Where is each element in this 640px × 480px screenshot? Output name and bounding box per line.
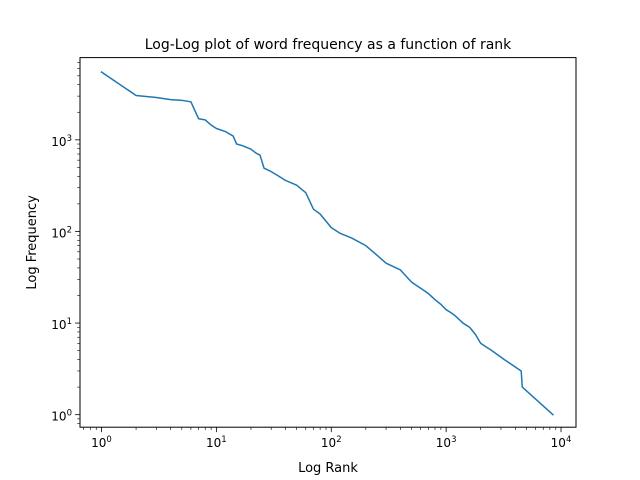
plot-frame <box>79 57 577 428</box>
y-tick-label-exponent: 1 <box>67 317 72 327</box>
chart-title: Log-Log plot of word frequency as a func… <box>145 37 512 53</box>
y-tick-label-base: 10 <box>51 226 66 240</box>
y-tick-label-exponent: 3 <box>67 134 72 144</box>
x-tick-label-base: 10 <box>91 436 106 450</box>
x-tick-label: 103 <box>436 435 457 450</box>
x-tick-label: 104 <box>551 435 572 450</box>
y-tick-label-base: 10 <box>51 135 66 149</box>
series-line <box>100 70 554 416</box>
y-tick-label: 102 <box>51 225 72 240</box>
x-tick-label-base: 10 <box>206 436 221 450</box>
x-tick-label: 101 <box>206 435 227 450</box>
y-tick-label-exponent: 0 <box>67 409 72 419</box>
y-tick-label-base: 10 <box>51 410 66 424</box>
x-tick-label-exponent: 3 <box>451 435 456 445</box>
x-tick-label: 102 <box>321 435 342 450</box>
x-tick-label: 100 <box>91 435 112 450</box>
y-axis-label: Log Frequency <box>25 195 40 290</box>
x-tick-label-exponent: 4 <box>566 435 571 445</box>
y-tick-label: 103 <box>51 134 72 149</box>
y-tick-label-exponent: 2 <box>67 225 72 235</box>
y-tick-label: 101 <box>51 317 72 332</box>
y-tick-label: 100 <box>51 409 72 424</box>
x-tick-label-base: 10 <box>321 436 336 450</box>
x-tick-label-exponent: 2 <box>336 435 341 445</box>
x-tick-label-base: 10 <box>436 436 451 450</box>
x-tick-label-exponent: 1 <box>221 435 226 445</box>
y-tick-label-base: 10 <box>51 318 66 332</box>
x-tick-label-base: 10 <box>551 436 566 450</box>
x-axis-label: Log Rank <box>298 461 358 476</box>
x-tick-label-exponent: 0 <box>106 435 111 445</box>
